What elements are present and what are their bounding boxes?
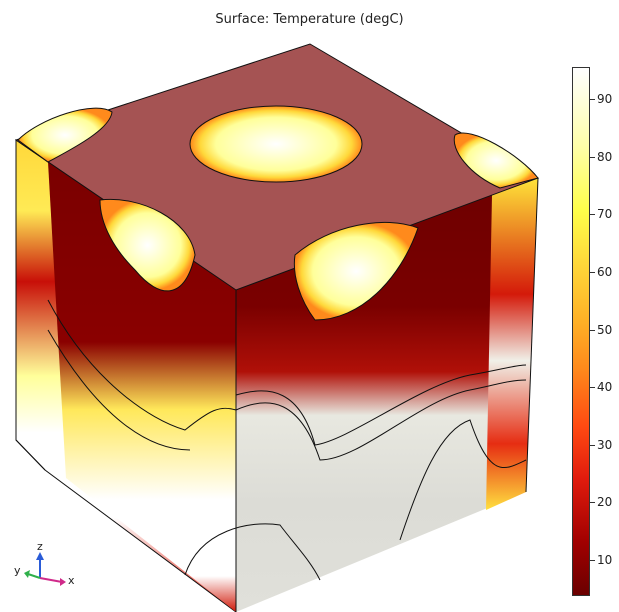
colorbar-tick (590, 157, 595, 158)
colorbar-tick (590, 502, 595, 503)
top-hot-spot-left (17, 107, 113, 163)
x-axis-arrow (39, 577, 63, 583)
colorbar-tick-label: 60 (597, 265, 613, 279)
front-right-contour-2 (235, 364, 527, 446)
colorbar (572, 67, 590, 596)
cube-right-edge (525, 177, 539, 493)
colorbar-tick (590, 330, 595, 331)
colorbar-tick-label: 30 (597, 438, 613, 452)
colorbar-tick-label: 90 (597, 92, 613, 106)
front-left-contour-2 (47, 329, 191, 451)
colorbar-tick-label: 80 (597, 150, 613, 164)
colorbar-tick-label: 10 (597, 553, 613, 567)
plot-title: Surface: Temperature (degC) (215, 12, 404, 27)
y-arrowhead-icon (24, 570, 30, 578)
top-hot-spot-center (189, 105, 363, 183)
colorbar-tick-label: 20 (597, 495, 613, 509)
colorbar-tick (590, 387, 595, 388)
top-hot-spot-right (453, 132, 539, 189)
cube-right-face (486, 178, 538, 510)
colorbar-tick (590, 445, 595, 446)
x-arrowhead-icon (60, 578, 66, 586)
colorbar-tick-label: 50 (597, 323, 613, 337)
front-left-contour (47, 299, 237, 431)
colorbar-tick-label: 70 (597, 207, 613, 221)
z-axis-label: z (37, 540, 43, 553)
y-axis-label: y (14, 564, 21, 577)
x-axis-label: x (68, 574, 75, 587)
colorbar-tick (590, 272, 595, 273)
axis-triad: z x y (14, 540, 75, 587)
top-hot-spot-front-left (99, 198, 196, 292)
colorbar-tick (590, 560, 595, 561)
bottom-contour (184, 523, 321, 581)
y-axis-arrow (27, 573, 41, 579)
top-hot-spot-front-right (293, 222, 419, 321)
colorbar-tick (590, 99, 595, 100)
bottom-right-contour (399, 419, 527, 541)
cube-edges (15, 140, 46, 471)
colorbar-tick (590, 214, 595, 215)
colorbar-tick-label: 40 (597, 380, 613, 394)
z-arrowhead-icon (36, 552, 44, 560)
front-right-contour (235, 379, 527, 461)
